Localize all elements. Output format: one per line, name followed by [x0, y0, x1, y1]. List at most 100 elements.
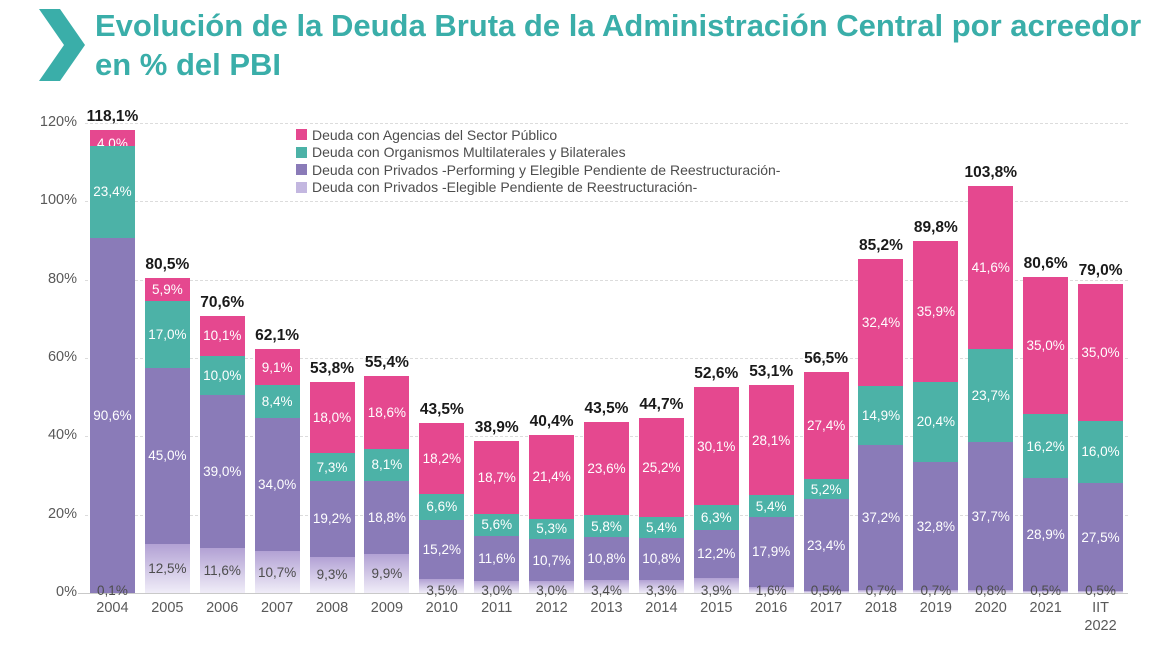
- bar-segment: 18,6%: [364, 376, 410, 449]
- y-axis-tick-label: 120%: [39, 113, 77, 130]
- x-axis-category-label: 2021: [1029, 600, 1062, 616]
- gridline: [85, 279, 1128, 281]
- segment-value-label: 5,8%: [591, 518, 622, 534]
- bar-total-label: 85,2%: [858, 237, 903, 255]
- segment-value-label: 23,4%: [806, 537, 846, 553]
- bar-segment: 10,7%: [529, 539, 575, 582]
- segment-value-label: 5,4%: [646, 519, 677, 535]
- x-axis-category-label: 2008: [315, 600, 349, 616]
- bar-segment: 10,8%: [584, 537, 629, 580]
- bar-segment: 10,7%: [254, 551, 300, 593]
- bar-segment: 9,9%: [364, 554, 410, 593]
- segment-value-label: 3,3%: [646, 582, 677, 598]
- bar-segment: 16,0%: [1078, 420, 1124, 484]
- segment-value-label: 32,8%: [916, 518, 955, 534]
- segment-value-label: 6,6%: [426, 499, 458, 515]
- segment-value-label: 5,3%: [536, 521, 567, 537]
- segment-value-label: 28,9%: [1026, 526, 1065, 542]
- x-axis-category-label: 2013: [590, 600, 623, 616]
- segment-value-label: 3,4%: [591, 582, 622, 598]
- segment-value-label: 45,0%: [148, 448, 187, 464]
- bar-total-label: 62,1%: [255, 327, 300, 345]
- bar-segment: 18,7%: [474, 440, 520, 514]
- legend-label: Deuda con Agencias del Sector Público: [312, 126, 558, 143]
- bar-segment: 9,3%: [309, 556, 355, 593]
- bar-segment: 11,6%: [199, 547, 245, 593]
- bar-segment: 12,5%: [144, 544, 190, 593]
- x-axis-category-label: 2017: [809, 600, 843, 616]
- bar-total-label: 40,4%: [529, 412, 574, 430]
- bar-segment: 5,4%: [748, 495, 794, 517]
- gridline: [85, 122, 1128, 124]
- bar-total-label: 38,9%: [474, 418, 519, 436]
- bar-segment: 27,4%: [803, 371, 849, 480]
- y-axis-tick-label: 0%: [56, 584, 77, 600]
- bar-segment: 35,9%: [913, 241, 959, 382]
- legend-item: Deuda con Agencias del Sector Público: [296, 126, 780, 144]
- bar-segment: 3,9%: [693, 577, 739, 598]
- x-axis-category-label: 2007: [260, 600, 294, 616]
- legend-label: Deuda con Organismos Multilaterales y Bi…: [312, 144, 626, 161]
- segment-value-label: 35,9%: [916, 304, 955, 320]
- segment-value-label: 3,0%: [481, 582, 513, 598]
- segment-value-label: 5,9%: [151, 282, 183, 298]
- bar-segment: 16,2%: [1023, 414, 1069, 478]
- segment-value-label: 37,7%: [971, 508, 1010, 524]
- segment-value-label: 6,3%: [700, 510, 732, 526]
- bar-segment: 23,4%: [803, 499, 849, 592]
- bar-segment: 14,9%: [858, 386, 904, 445]
- bar-segment: 23,6%: [584, 422, 629, 515]
- segment-value-label: 9,3%: [316, 567, 348, 583]
- bar-total-label: 44,7%: [639, 395, 684, 413]
- bar-segment: 30,1%: [693, 387, 739, 506]
- segment-value-label: 7,3%: [316, 459, 348, 475]
- segment-value-label: 19,2%: [312, 511, 352, 527]
- x-axis-category-label: IIT 2022: [1084, 600, 1117, 635]
- x-axis-category-label: 2014: [645, 600, 678, 616]
- bar-segment: 5,9%: [144, 278, 190, 302]
- segment-value-label: 23,7%: [971, 388, 1010, 404]
- bar-segment: 3,5%: [419, 579, 465, 598]
- bar-segment: 5,3%: [529, 518, 575, 540]
- segment-value-label: 1,6%: [755, 582, 787, 598]
- segment-value-label: 0,8%: [975, 582, 1007, 598]
- bar-segment: 6,3%: [693, 505, 739, 530]
- bar-segment: 25,2%: [638, 417, 684, 517]
- bar-segment: 8,4%: [254, 385, 300, 418]
- segment-value-label: 16,2%: [1026, 438, 1065, 454]
- legend-label: Deuda con Privados -Performing y Elegibl…: [312, 161, 781, 178]
- x-axis-category-label: 2016: [755, 600, 788, 616]
- bar-segment: 23,7%: [968, 349, 1014, 443]
- segment-value-label: 27,5%: [1081, 529, 1120, 545]
- bar-segment: 0,5%: [1023, 583, 1069, 598]
- bar-segment: 18,0%: [309, 382, 355, 453]
- bar-segment: 8,1%: [364, 448, 410, 481]
- bar-segment: 18,8%: [364, 480, 410, 555]
- bar-total-label: 52,6%: [694, 365, 739, 383]
- legend-item: Deuda con Privados -Elegible Pendiente d…: [296, 179, 780, 197]
- bar-segment: 18,2%: [419, 422, 465, 494]
- x-axis-category-label: 2004: [96, 600, 129, 616]
- bar-total-label: 43,5%: [584, 400, 629, 418]
- segment-value-label: 21,4%: [532, 469, 571, 485]
- y-axis-tick-label: 20%: [47, 505, 77, 522]
- segment-value-label: 0,5%: [1085, 582, 1116, 598]
- segment-value-label: 3,5%: [426, 582, 458, 598]
- bar-segment: 7,3%: [309, 452, 355, 482]
- segment-value-label: 10,1%: [203, 328, 242, 344]
- segment-value-label: 9,9%: [371, 566, 403, 582]
- gridline: [85, 201, 1128, 203]
- legend-swatch: [296, 129, 307, 141]
- x-axis-category-label: 2015: [700, 600, 733, 616]
- segment-value-label: 12,5%: [148, 561, 187, 576]
- bar-total-label: 89,8%: [913, 219, 958, 237]
- bar-total-label: 56,5%: [804, 349, 849, 367]
- y-axis-tick-label: 40%: [47, 427, 77, 444]
- page-title: Evolución de la Deuda Bruta de la Admini…: [95, 8, 1142, 83]
- segment-value-label: 10,8%: [642, 551, 681, 567]
- bar-segment: 3,3%: [638, 580, 684, 598]
- segment-value-label: 11,6%: [478, 551, 516, 567]
- bar-total-label: 53,1%: [749, 363, 794, 381]
- bar-segment: 28,1%: [748, 385, 794, 496]
- bar-segment: 32,8%: [913, 461, 959, 591]
